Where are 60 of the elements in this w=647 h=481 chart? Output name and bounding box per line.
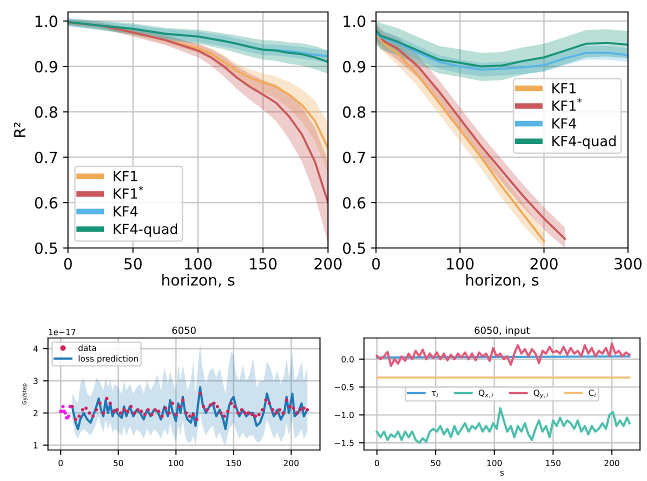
- legend-label: Q$_{y,i}$: [534, 390, 548, 398]
- x-tick-label: 0: [64, 258, 72, 270]
- legend-label: KF1$^{*}$: [114, 186, 144, 199]
- x-tick-label: 150: [250, 258, 277, 270]
- y-tick-label: 4: [33, 346, 38, 352]
- x-tick-label: 150: [546, 460, 560, 466]
- y-tick-label: −1.0: [334, 412, 354, 418]
- y-tick-label: 0.6: [342, 197, 366, 209]
- x-tick-label: 0: [372, 258, 380, 270]
- y-tick-label: 0.5: [34, 242, 57, 254]
- x-tick-label: 50: [124, 258, 142, 270]
- x-axis-title: horizon, s: [466, 274, 538, 288]
- y-tick-label: 1: [34, 442, 38, 448]
- x-axis-title: s: [500, 470, 504, 476]
- x-tick-label: 150: [226, 460, 241, 466]
- y-tick-label: 2: [34, 410, 38, 416]
- x-tick-label: 100: [185, 258, 212, 270]
- y-tick-label: −0.5: [334, 384, 354, 390]
- y-tick-label: 1.0: [36, 16, 58, 28]
- legend-label: τ$_{i}$: [432, 391, 438, 398]
- x-tick-label: 100: [487, 460, 502, 466]
- x-tick-label: 200: [284, 460, 299, 466]
- chart-title: 6050: [172, 326, 196, 334]
- y-tick-label: 0.8: [342, 106, 366, 118]
- x-tick-label: 300: [614, 258, 642, 270]
- y-tick-label: 3: [34, 378, 38, 384]
- legend-label: KF4-quad: [552, 136, 616, 149]
- x-tick-label: 100: [168, 460, 184, 466]
- y-tick-label: 0.0: [342, 356, 354, 362]
- y-tick-label: 0.5: [342, 242, 365, 254]
- y-tick-label: 0.9: [342, 60, 366, 72]
- x-tick-label: 200: [530, 258, 558, 270]
- text: 1e−17: [48, 329, 76, 336]
- x-tick-label: 50: [114, 460, 124, 466]
- y-tick-label: 0.8: [34, 106, 58, 118]
- y-tick-label: 0.9: [34, 60, 58, 72]
- y-tick-label: 0.7: [342, 152, 365, 164]
- legend-label: KF4-quad: [114, 223, 178, 237]
- legend-label: KF1$^{*}$: [552, 98, 582, 111]
- legend-label: data: [78, 344, 96, 352]
- legend-label: Q$_{x,i}$: [478, 390, 493, 398]
- x-tick-label: 0: [58, 460, 63, 466]
- x-tick-label: 200: [604, 460, 620, 466]
- x-axis-title: horizon, s: [162, 274, 234, 288]
- y-tick-label: 0.7: [34, 152, 57, 164]
- x-tick-label: 50: [430, 460, 440, 466]
- y-tick-label: 0.6: [34, 197, 58, 209]
- legend-label: KF4: [114, 206, 138, 216]
- y-tick-label: 1.0: [344, 16, 366, 28]
- legend-label: KF1: [552, 83, 576, 94]
- legend-label: KF4: [552, 118, 576, 128]
- y-tick-label: −1.5: [334, 440, 354, 446]
- x-tick-label: 0: [374, 460, 380, 466]
- legend-label: C$_{i}$: [588, 390, 596, 398]
- x-tick-label: 100: [447, 258, 474, 270]
- x-tick-label: 200: [314, 258, 342, 270]
- y-axis-title: R²: [14, 122, 26, 137]
- legend-label: KF1: [114, 171, 138, 182]
- chart-title: 6050, input: [474, 326, 530, 336]
- legend-label: loss prediction: [78, 355, 138, 364]
